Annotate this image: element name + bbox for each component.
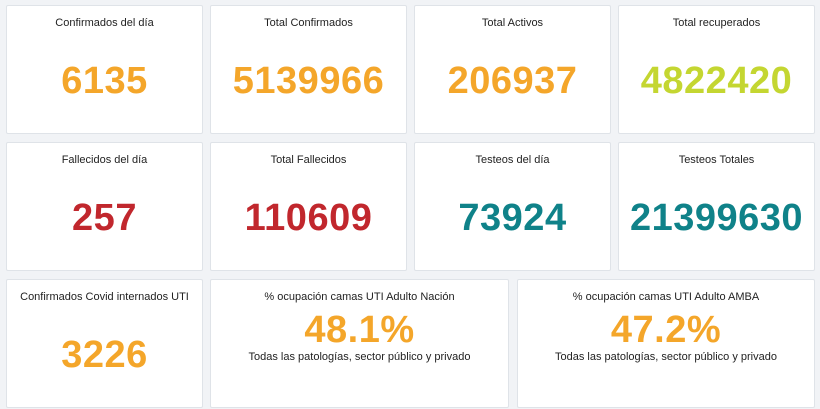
card-testeos-totales: Testeos Totales 21399630 — [618, 142, 815, 271]
card-subtitle: Todas las patologías, sector público y p… — [555, 351, 777, 363]
card-ocupacion-uti-amba: % ocupación camas UTI Adulto AMBA 47.2% … — [517, 279, 815, 408]
card-ocupacion-uti-nacion: % ocupación camas UTI Adulto Nación 48.1… — [210, 279, 509, 408]
card-value: 206937 — [447, 60, 578, 102]
card-value: 73924 — [458, 197, 567, 239]
card-value: 110609 — [244, 197, 373, 239]
card-total-activos: Total Activos 206937 — [414, 5, 611, 134]
card-label: Confirmados Covid internados UTI — [20, 291, 189, 303]
card-value: 47.2% — [610, 309, 722, 351]
card-value: 3226 — [61, 334, 148, 376]
card-label: % ocupación camas UTI Adulto Nación — [264, 291, 455, 303]
card-subtitle: Todas las patologías, sector público y p… — [248, 351, 471, 363]
card-fallecidos-del-dia: Fallecidos del día 257 — [6, 142, 203, 271]
card-label: Fallecidos del día — [61, 154, 148, 166]
card-confirmados-covid-internados-uti: Confirmados Covid internados UTI 3226 — [6, 279, 203, 408]
card-label: Confirmados del día — [55, 17, 154, 29]
card-label: Total Confirmados — [264, 17, 353, 29]
card-label: Total Fallecidos — [270, 154, 347, 166]
card-value: 6135 — [61, 60, 148, 102]
card-label: Testeos del día — [475, 154, 550, 166]
card-total-confirmados: Total Confirmados 5139966 — [210, 5, 407, 134]
card-confirmados-del-dia: Confirmados del día 6135 — [6, 5, 203, 134]
card-value: 5139966 — [232, 60, 385, 102]
card-value: 4822420 — [640, 60, 793, 102]
card-value: 48.1% — [304, 309, 415, 351]
card-value: 257 — [72, 197, 137, 239]
card-value: 21399630 — [629, 197, 804, 239]
card-label: Testeos Totales — [678, 154, 755, 166]
card-testeos-del-dia: Testeos del día 73924 — [414, 142, 611, 271]
card-total-fallecidos: Total Fallecidos 110609 — [210, 142, 407, 271]
card-label: Total recuperados — [672, 17, 761, 29]
card-total-recuperados: Total recuperados 4822420 — [618, 5, 815, 134]
card-label: Total Activos — [481, 17, 544, 29]
card-label: % ocupación camas UTI Adulto AMBA — [572, 291, 760, 303]
